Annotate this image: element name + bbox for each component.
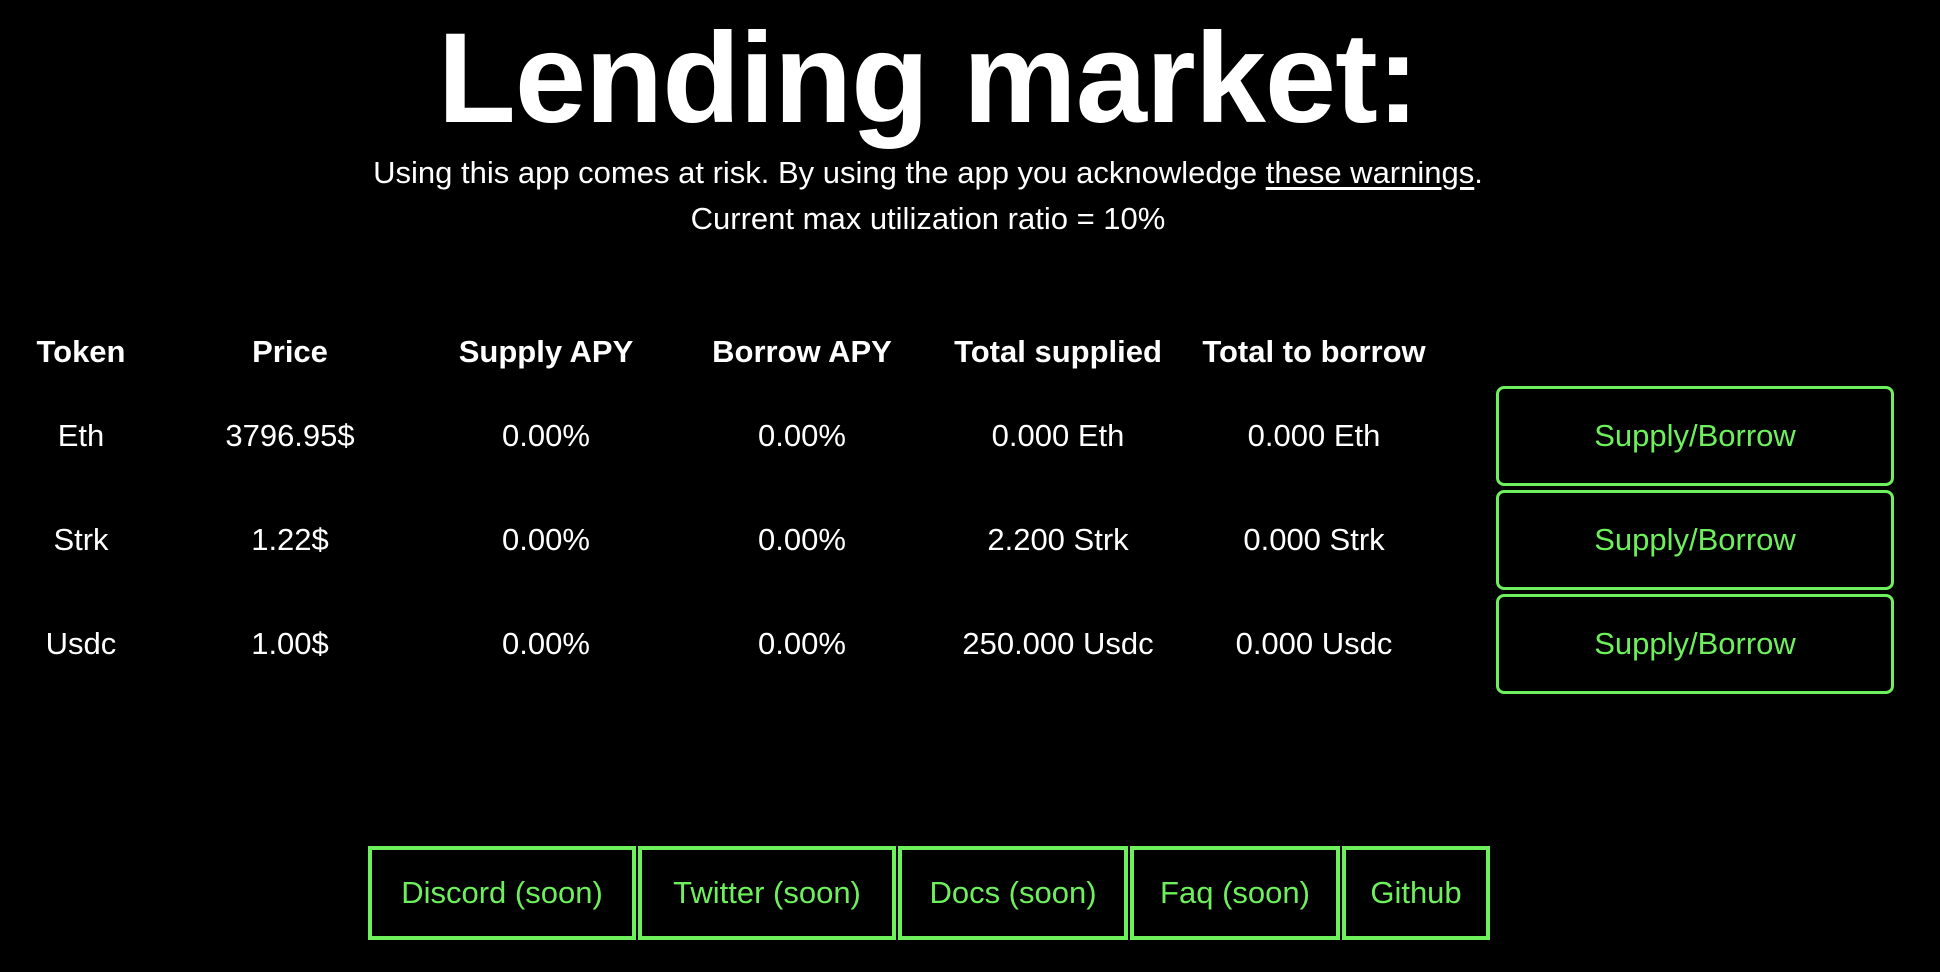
supply-borrow-button-strk[interactable]: Supply/Borrow [1496, 490, 1894, 590]
total-to-borrow-cell: 0.000 Strk [1243, 522, 1385, 557]
borrow-apy-cell: 0.00% [758, 522, 846, 557]
warnings-link[interactable]: these warnings [1265, 155, 1475, 190]
supply-borrow-button-eth[interactable]: Supply/Borrow [1496, 386, 1894, 486]
total-supplied-cell: 2.200 Strk [987, 522, 1129, 557]
column-header-total-supplied: Total supplied [954, 334, 1162, 369]
supply-apy-cell: 0.00% [502, 522, 590, 557]
utilization-ratio: Current max utilization ratio = 10% [690, 201, 1166, 236]
supply-apy-cell: 0.00% [502, 418, 590, 453]
column-header-total-to-borrow: Total to borrow [1202, 334, 1426, 369]
page-title: Lending market: [437, 7, 1420, 150]
total-to-borrow-cell: 0.000 Usdc [1235, 626, 1393, 661]
risk-disclaimer: Using this app comes at risk. By using t… [0, 150, 1856, 196]
token-cell: Usdc [45, 626, 117, 661]
page-header: Lending market: Using this app comes at … [0, 0, 1856, 242]
risk-text: Using this app comes at risk. By using t… [373, 155, 1266, 190]
table-header-row: Token Price Supply APY Borrow APY Total … [0, 320, 1900, 384]
table-row: Usdc 1.00$ 0.00% 0.00% 250.000 Usdc 0.00… [0, 592, 1900, 696]
supply-apy-cell: 0.00% [502, 626, 590, 661]
borrow-apy-cell: 0.00% [758, 626, 846, 661]
action-cell: Supply/Borrow [1496, 594, 1896, 694]
token-cell: Eth [57, 418, 105, 453]
price-cell: 1.00$ [251, 626, 329, 661]
discord-link[interactable]: Discord (soon) [368, 846, 636, 940]
column-header-price: Price [252, 334, 328, 369]
supply-borrow-button-usdc[interactable]: Supply/Borrow [1496, 594, 1894, 694]
column-header-borrow-apy: Borrow APY [712, 334, 892, 369]
price-cell: 1.22$ [251, 522, 329, 557]
github-link[interactable]: Github [1342, 846, 1490, 940]
risk-text-end: . [1474, 155, 1483, 190]
total-supplied-cell: 250.000 Usdc [962, 626, 1154, 661]
action-cell: Supply/Borrow [1496, 386, 1896, 486]
markets-table: Token Price Supply APY Borrow APY Total … [0, 320, 1900, 696]
token-cell: Strk [53, 522, 109, 557]
borrow-apy-cell: 0.00% [758, 418, 846, 453]
column-header-token: Token [36, 334, 126, 369]
column-header-supply-apy: Supply APY [458, 334, 634, 369]
table-row: Eth 3796.95$ 0.00% 0.00% 0.000 Eth 0.000… [0, 384, 1900, 488]
price-cell: 3796.95$ [225, 418, 355, 453]
table-row: Strk 1.22$ 0.00% 0.00% 2.200 Strk 0.000 … [0, 488, 1900, 592]
total-supplied-cell: 0.000 Eth [991, 418, 1125, 453]
footer-links: Discord (soon) Twitter (soon) Docs (soon… [368, 846, 1490, 940]
action-cell: Supply/Borrow [1496, 490, 1896, 590]
twitter-link[interactable]: Twitter (soon) [638, 846, 896, 940]
docs-link[interactable]: Docs (soon) [898, 846, 1128, 940]
total-to-borrow-cell: 0.000 Eth [1247, 418, 1381, 453]
faq-link[interactable]: Faq (soon) [1130, 846, 1340, 940]
